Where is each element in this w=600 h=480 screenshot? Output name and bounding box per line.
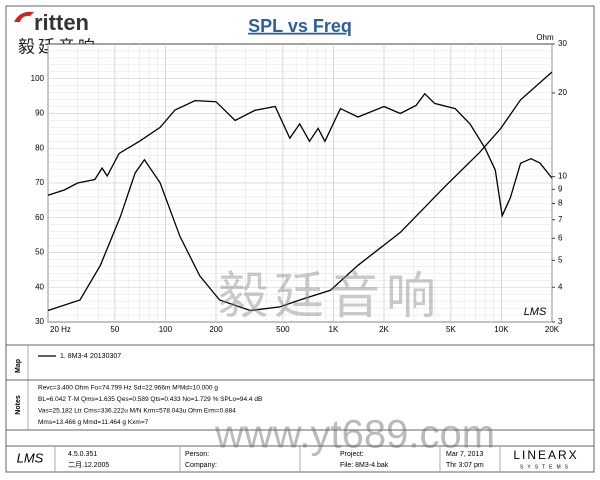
y-tick-label: 90 (35, 109, 44, 118)
brand: LINEARX (513, 448, 578, 462)
notes-lines: Revc=3.400 Ohm Fo=74.799 Hz Sd=22.966m M… (38, 385, 262, 427)
notes-label: Notes (15, 395, 22, 415)
map-label: Map (15, 359, 22, 373)
note-line: BL=6.042 T·M Qms=1.635 Qes=0.589 Qts=0.4… (38, 396, 262, 403)
y-tick-label: 60 (35, 213, 44, 222)
note-line: Mms=13.466 g Mmd=11.464 g Kxm=7 (38, 419, 149, 426)
y-tick-label: 100 (31, 74, 45, 83)
y-tick-label: 40 (35, 282, 44, 291)
series-line (47, 92, 553, 218)
y-tick-label: 50 (35, 248, 44, 257)
legend-entry: 1. 8M3-4 (60, 353, 88, 360)
x-tick-label: 200 (209, 325, 223, 334)
x-tick-label: 1K (329, 325, 339, 334)
logo: ritten (34, 10, 89, 35)
chart-title: SPL vs Freq (248, 16, 352, 36)
file: File: 8M3-4.bak (340, 462, 389, 469)
date: Mar 7, 2013 (446, 451, 483, 458)
grid (47, 44, 553, 323)
series-line (47, 71, 553, 312)
version: 4.5.0.351 (68, 451, 97, 458)
company: Company: (185, 462, 217, 469)
y2-tick-label: 9 (558, 184, 563, 193)
x-tick-label: 20K (545, 325, 560, 334)
note-line: Vas=25.182 Ltr Cms=336.222u M/N Krm=578.… (38, 408, 236, 415)
brand-sub: SYSTEMS (520, 464, 572, 470)
person: Person: (185, 451, 209, 458)
y2-tick-label: 4 (558, 282, 563, 291)
y2-axis-label: Ohm (536, 33, 554, 42)
notes-panel (5, 379, 595, 431)
x-tick-label: 5K (446, 325, 456, 334)
note-line: Revc=3.400 Ohm Fo=74.799 Hz Sd=22.966m M… (38, 385, 218, 392)
x-tick-label: 2K (379, 325, 389, 334)
footer-logo: LMS (17, 450, 44, 465)
y2-tick-label: 5 (558, 255, 563, 264)
x-tick-label: 10K (494, 325, 509, 334)
watermark-cn: 毅廷音响 (218, 268, 442, 324)
y-tick-label: 30 (35, 317, 44, 326)
project: Project: (340, 451, 364, 458)
y2-tick-label: 7 (558, 215, 563, 224)
logo-swoosh (14, 11, 34, 22)
watermark-url: www.yt689.com (214, 413, 495, 457)
plot-logo: LMS (524, 306, 547, 318)
y2-tick-label: 10 (558, 172, 567, 181)
y2-tick-label: 6 (558, 233, 563, 242)
y2-tick-label: 20 (558, 88, 567, 97)
plot (47, 71, 553, 312)
x-tick-label: 50 (110, 325, 119, 334)
x-tick-label: 500 (276, 325, 290, 334)
y2-tick-label: 8 (558, 199, 563, 208)
map-panel (5, 344, 595, 381)
legend-date: 20130307 (90, 353, 121, 360)
y-tick-label: 70 (35, 178, 44, 187)
x-tick-label: 20 Hz (50, 325, 71, 334)
y2-tick-label: 30 (558, 39, 567, 48)
y2-tick-label: 3 (558, 317, 563, 326)
build-date: 二月.12.2005 (68, 461, 109, 469)
y-tick-label: 80 (35, 143, 44, 152)
x-tick-label: 100 (159, 325, 173, 334)
time: Thr 3:07 pm (446, 462, 484, 469)
